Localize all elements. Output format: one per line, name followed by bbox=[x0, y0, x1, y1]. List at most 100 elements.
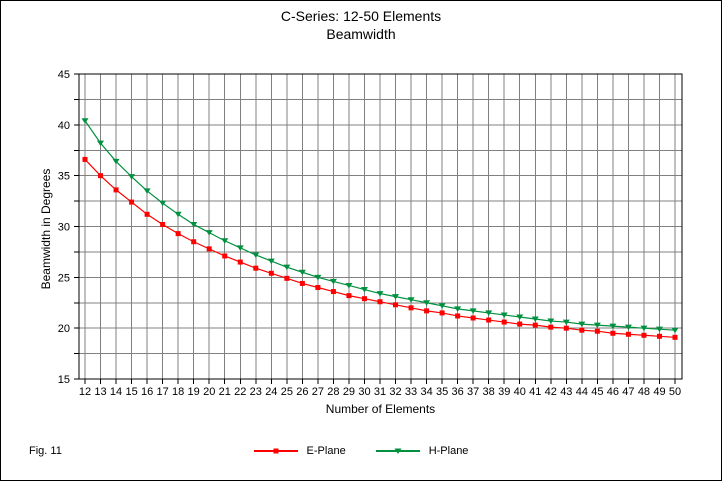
data-point-marker-e-plane bbox=[253, 265, 259, 271]
data-point-marker-h-plane bbox=[376, 291, 384, 297]
x-tick-label: 43 bbox=[560, 386, 572, 398]
x-tick-label: 14 bbox=[110, 386, 122, 398]
legend: E-Plane H-Plane bbox=[1, 443, 721, 459]
fig-label: Fig. 11 bbox=[29, 445, 62, 457]
data-point-marker-e-plane bbox=[330, 289, 336, 295]
legend-item-h-plane: H-Plane bbox=[375, 445, 469, 457]
data-point-marker-e-plane bbox=[82, 156, 88, 162]
data-point-marker-h-plane bbox=[578, 321, 586, 328]
x-tick-label: 21 bbox=[219, 386, 231, 398]
data-point-marker-e-plane bbox=[346, 293, 352, 299]
data-point-marker-e-plane bbox=[377, 299, 383, 305]
data-point-marker-h-plane bbox=[143, 188, 151, 194]
x-tick-label: 28 bbox=[327, 386, 339, 398]
x-tick-label: 38 bbox=[483, 386, 495, 398]
data-point-marker-h-plane bbox=[112, 158, 120, 165]
chart-subtitle: Beamwidth bbox=[326, 26, 396, 42]
data-point-marker-h-plane bbox=[236, 245, 244, 251]
data-point-marker-e-plane bbox=[408, 305, 414, 311]
x-tick-label: 49 bbox=[653, 386, 665, 398]
x-tick-label: 47 bbox=[622, 386, 634, 398]
plot-svg: 12 13 14 15 16 17 18 19 20 21 22 23 24 25 26 27 28 29 30 31… bbox=[58, 69, 683, 398]
y-tick-label: 45 bbox=[58, 69, 70, 81]
data-point-marker-h-plane bbox=[252, 252, 260, 258]
x-tick-label: 32 bbox=[389, 386, 401, 398]
data-point-marker-e-plane bbox=[393, 302, 399, 308]
data-point-marker-h-plane bbox=[128, 174, 136, 180]
data-point-marker-h-plane bbox=[283, 264, 291, 271]
data-point-marker-e-plane bbox=[206, 246, 212, 252]
x-tick-label: 34 bbox=[420, 386, 432, 398]
data-point-marker-e-plane bbox=[656, 333, 662, 339]
x-tick-label: 15 bbox=[125, 386, 137, 398]
data-point-marker-h-plane bbox=[531, 316, 539, 323]
x-tick-label: 18 bbox=[172, 386, 184, 398]
legend-marker bbox=[273, 448, 279, 454]
data-point-marker-e-plane bbox=[455, 313, 461, 319]
data-point-marker-e-plane bbox=[563, 325, 569, 331]
data-point-marker-h-plane bbox=[485, 310, 493, 316]
data-point-marker-h-plane bbox=[640, 325, 648, 332]
data-point-marker-h-plane bbox=[500, 312, 508, 318]
data-point-marker-h-plane bbox=[205, 230, 213, 236]
y-tick-label: 25 bbox=[58, 272, 70, 284]
data-point-marker-h-plane bbox=[392, 294, 400, 300]
data-point-marker-e-plane bbox=[160, 221, 166, 227]
legend-label: H-Plane bbox=[428, 445, 469, 457]
y-tick-label: 20 bbox=[58, 323, 70, 335]
y-tick-label: 35 bbox=[58, 171, 70, 183]
data-point-marker-h-plane bbox=[221, 238, 229, 244]
data-point-marker-h-plane bbox=[547, 318, 555, 325]
x-tick-label: 12 bbox=[79, 386, 91, 398]
x-tick-label: 13 bbox=[94, 386, 106, 398]
data-point-marker-e-plane bbox=[641, 332, 647, 338]
y-tick-label: 40 bbox=[58, 120, 70, 132]
data-point-marker-e-plane bbox=[129, 199, 135, 205]
data-point-marker-e-plane bbox=[191, 239, 197, 245]
data-point-marker-e-plane bbox=[610, 330, 616, 336]
x-tick-label: 16 bbox=[141, 386, 153, 398]
y-tick-label: 30 bbox=[58, 222, 70, 234]
x-tick-label: 36 bbox=[452, 386, 464, 398]
x-tick-label: 22 bbox=[234, 386, 246, 398]
data-point-marker-e-plane bbox=[237, 259, 243, 265]
data-point-marker-e-plane bbox=[175, 231, 181, 237]
x-tick-label: 48 bbox=[638, 386, 650, 398]
data-point-marker-h-plane bbox=[190, 221, 198, 228]
data-point-marker-e-plane bbox=[548, 324, 554, 330]
x-tick-label: 50 bbox=[669, 386, 681, 398]
legend-item-e-plane: E-Plane bbox=[253, 445, 346, 457]
x-tick-label: 45 bbox=[591, 386, 603, 398]
data-point-marker-e-plane bbox=[501, 319, 507, 325]
x-tick-label: 19 bbox=[188, 386, 200, 398]
x-tick-label: 35 bbox=[436, 386, 448, 398]
data-point-marker-e-plane bbox=[315, 285, 321, 290]
x-tick-label: 33 bbox=[405, 386, 417, 398]
y-axis-title: Beamwidth in Degrees bbox=[39, 168, 53, 290]
plot-frame bbox=[78, 73, 683, 380]
data-point-marker-e-plane bbox=[284, 275, 290, 281]
x-tick-label: 29 bbox=[343, 386, 355, 398]
chart-title: C-Series: 12-50 Elements bbox=[280, 8, 442, 24]
data-point-marker-e-plane bbox=[439, 310, 445, 316]
x-tick-label: 20 bbox=[203, 386, 215, 398]
x-tick-label: 23 bbox=[250, 386, 262, 398]
data-point-marker-e-plane bbox=[98, 173, 104, 179]
data-point-marker-h-plane bbox=[360, 287, 368, 293]
x-tick-label: 24 bbox=[265, 386, 277, 398]
x-tick-label: 46 bbox=[607, 386, 619, 398]
data-point-marker-e-plane bbox=[113, 187, 119, 193]
data-point-marker-h-plane bbox=[174, 211, 182, 218]
x-tick-label: 25 bbox=[281, 386, 293, 398]
x-tick-label: 42 bbox=[545, 386, 557, 398]
data-point-marker-e-plane bbox=[672, 334, 678, 340]
data-point-marker-h-plane bbox=[159, 200, 167, 207]
data-point-marker-h-plane bbox=[655, 326, 663, 333]
data-point-marker-h-plane bbox=[97, 140, 105, 147]
data-point-marker-h-plane bbox=[329, 278, 337, 285]
data-point-marker-h-plane bbox=[454, 306, 462, 312]
x-tick-label: 37 bbox=[467, 386, 479, 398]
data-point-marker-e-plane bbox=[268, 270, 274, 276]
data-point-marker-h-plane bbox=[516, 314, 524, 320]
